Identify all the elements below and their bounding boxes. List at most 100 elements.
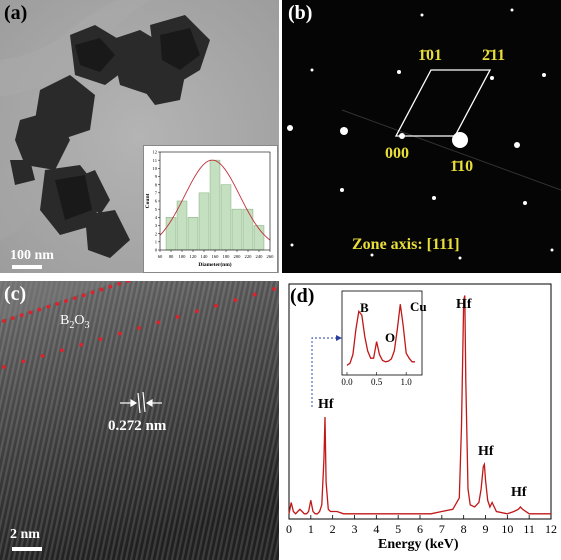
- diffraction-spot: [397, 70, 401, 74]
- histogram-x-label: Diameter(nm): [198, 261, 231, 268]
- b2o3-label: B2O3: [60, 313, 89, 331]
- scale-bar-c: [12, 547, 42, 551]
- inset-connector: [311, 337, 341, 409]
- y-tick-label: 3: [155, 223, 158, 228]
- eds-spectrum-chart: 0 1 2 3 4 5 6 7 8 9 10 11 12 0.0 0.5 1.0: [286, 283, 557, 536]
- boundary-dot: [79, 342, 84, 347]
- eds-x-tick-label: 11: [523, 522, 535, 536]
- diffraction-spot: [510, 8, 514, 12]
- panel-c: (c) B2O3 0.272 nm 2 nm: [0, 281, 279, 560]
- diffraction-spot: [370, 253, 374, 257]
- diffraction-spot: [490, 76, 494, 80]
- lattice-spacing-marker: [120, 391, 162, 414]
- boundary-dot: [214, 303, 219, 308]
- inset-x-tick-label: 1.0: [401, 377, 413, 387]
- boundary-dot: [40, 353, 45, 358]
- y-tick-label: 2: [155, 231, 158, 236]
- histogram-bar: [198, 192, 210, 251]
- diffraction-spot: [340, 127, 348, 135]
- y-tick-label: 6: [155, 199, 158, 204]
- boundary-dot: [99, 287, 104, 292]
- eds-x-tick-label: 10: [501, 522, 513, 536]
- x-tick-label: 240: [256, 254, 264, 259]
- boundary-dot: [2, 319, 6, 323]
- spot-label-110: 1̄10: [450, 158, 474, 175]
- eds-inset-line: [346, 304, 415, 366]
- histogram-bar: [165, 217, 177, 251]
- boundary-dot: [156, 320, 161, 325]
- boundary-dot: [175, 314, 180, 319]
- panel-a-label: (a): [4, 2, 28, 24]
- x-tick-label: 260: [267, 254, 275, 259]
- boundary-dot: [2, 365, 6, 369]
- b2o3-o: O: [74, 313, 85, 328]
- boundary-dot: [55, 301, 60, 306]
- boundary-dot: [194, 309, 199, 314]
- inset-connector-arrow: [336, 335, 342, 341]
- panel-d-label: (d): [290, 285, 315, 307]
- boundary-dot: [64, 299, 68, 303]
- peak-label-hf-3: Hf: [478, 444, 494, 459]
- panel-c-label: (c): [4, 283, 27, 305]
- eds-x-tick-label: 7: [439, 522, 445, 536]
- eds-x-tick-label: 2: [330, 522, 336, 536]
- diffraction-spot: [340, 188, 344, 192]
- boundary-dot: [117, 281, 122, 286]
- boundary-dot: [108, 284, 113, 289]
- boundary-dot: [37, 307, 42, 312]
- histogram-bar: [209, 159, 221, 251]
- y-tick-label: 1: [155, 239, 158, 244]
- x-tick-label: 220: [245, 254, 253, 259]
- y-tick-label: 10: [152, 166, 157, 171]
- histogram-bar: [187, 217, 199, 251]
- y-tick-label: 4: [155, 215, 158, 220]
- eds-x-tick-label: 0: [286, 522, 292, 536]
- inset-peak-label-o: O: [385, 330, 396, 345]
- boundary-dot: [46, 304, 51, 309]
- y-tick-label: 12: [152, 150, 157, 155]
- boundary-dot: [59, 348, 64, 353]
- histogram-bar: [231, 208, 243, 251]
- eds-x-axis-label: Energy (keV): [378, 537, 459, 552]
- x-tick-label: 120: [190, 254, 198, 259]
- x-tick-label: 160: [212, 254, 220, 259]
- diffraction-spot: [310, 68, 314, 72]
- spot-label-211: 2̄11: [482, 47, 506, 64]
- x-tick-label: 140: [201, 254, 209, 259]
- boundary-dot: [252, 292, 257, 297]
- saed-pattern: [287, 8, 561, 260]
- boundary-dot: [28, 310, 33, 315]
- histogram-y-label: Count: [145, 193, 151, 208]
- panel-b-label: (b): [288, 2, 313, 24]
- boundary-dot: [272, 287, 276, 291]
- eds-x-tick-label: 4: [373, 522, 379, 536]
- gaussian-fit-curve: [159, 159, 271, 241]
- spot-label-101: 1̄01: [418, 47, 442, 64]
- inset-histogram: 60 80 100 120 140 160 180 200 220 240 260 0 1 2 3 4 5 6 7 8…: [143, 145, 278, 273]
- eds-x-tick-label: 5: [395, 522, 401, 536]
- b2o3-sub2: 2: [69, 319, 75, 331]
- scale-bar-a: [12, 265, 42, 269]
- eds-x-tick-label: 1: [308, 522, 314, 536]
- central-spot: [452, 132, 468, 148]
- b2o3-sub3: 3: [84, 319, 90, 331]
- panel-d: 0 1 2 3 4 5 6 7 8 9 10 11 12 0.0 0.5 1.0 (d) Hf Hf Hf …: [282, 281, 561, 560]
- boundary-dot: [72, 296, 77, 301]
- spot-label-000: 000: [385, 145, 409, 162]
- hrtem-image: [0, 281, 279, 560]
- boundary-dot: [98, 337, 103, 342]
- histogram-bar: [242, 208, 254, 251]
- x-tick-label: 80: [169, 254, 174, 259]
- x-tick-label: 200: [234, 254, 242, 259]
- eds-x-tick-label: 8: [461, 522, 467, 536]
- y-tick-label: 9: [155, 174, 158, 179]
- histogram-chart: 60 80 100 120 140 160 180 200 220 240 260012345678…: [145, 150, 275, 268]
- diffraction-spot: [287, 125, 293, 131]
- amorphous-layer-boundary-bottom: [2, 287, 276, 369]
- b2o3-b: B: [60, 313, 70, 328]
- boundary-dot: [10, 316, 15, 321]
- unit-cell-outline: [394, 69, 492, 137]
- panel-a-image: [0, 0, 279, 273]
- x-tick-label: 60: [158, 254, 163, 259]
- eds-x-tick-label: 6: [417, 522, 423, 536]
